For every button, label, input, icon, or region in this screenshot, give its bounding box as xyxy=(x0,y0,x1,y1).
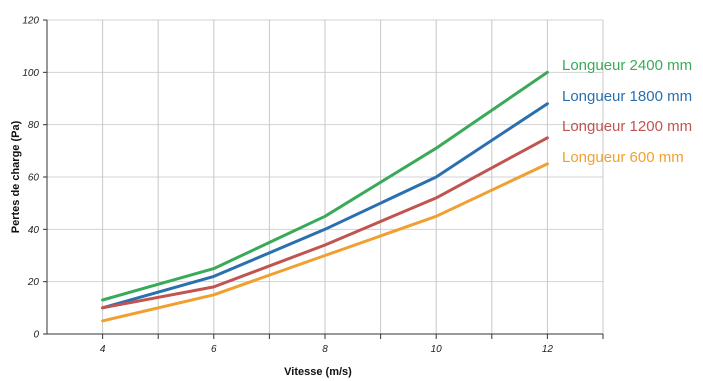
legend-entry: Longueur 2400 mm xyxy=(562,57,692,74)
x-tick-label: 12 xyxy=(542,344,554,355)
legend: Longueur 2400 mm Longueur 1800 mm Longueur… xyxy=(562,57,692,166)
y-tick-label: 40 xyxy=(28,225,40,236)
y-tick-labels: 0 20 40 60 80 100 120 xyxy=(22,16,39,341)
axes xyxy=(43,19,604,339)
y-tick-label: 20 xyxy=(27,277,40,288)
x-axis-title: Vitesse (m/s) xyxy=(284,366,352,378)
series-line xyxy=(101,136,549,310)
x-tick-labels: 4 6 8 10 12 xyxy=(100,344,554,355)
x-tick-label: 10 xyxy=(431,344,443,355)
series-line xyxy=(101,102,549,310)
legend-entry: Longueur 1200 mm xyxy=(562,118,692,135)
legend-entry: Longueur 600 mm xyxy=(562,149,684,166)
y-tick-label: 120 xyxy=(22,16,39,27)
y-tick-label: 100 xyxy=(22,68,39,79)
series-lines xyxy=(101,70,549,323)
x-tick-label: 4 xyxy=(100,344,106,355)
y-axis-title: Pertes de charge (Pa) xyxy=(10,120,22,233)
series-line xyxy=(101,70,549,302)
y-tick-label: 80 xyxy=(28,120,40,131)
series-line xyxy=(101,162,549,323)
y-tick-label: 60 xyxy=(28,173,40,184)
x-tick-label: 8 xyxy=(322,344,328,355)
legend-entry: Longueur 1800 mm xyxy=(562,88,692,105)
x-tick-label: 6 xyxy=(211,344,217,355)
y-tick-label: 0 xyxy=(33,330,39,341)
